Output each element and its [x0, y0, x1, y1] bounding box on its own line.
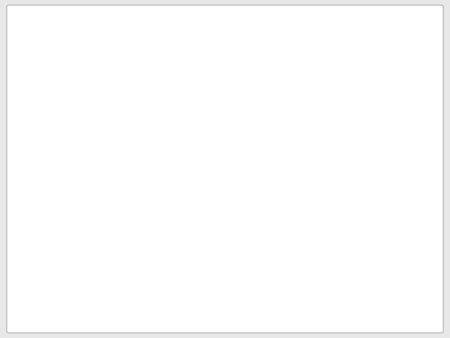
Text: Elements of language:: Elements of language:: [18, 80, 180, 93]
Text: Phonemes: smallest units of sound (gesture): Phonemes: smallest units of sound (gestu…: [18, 100, 305, 113]
Text: Generational transmission: Generational transmission: [18, 240, 187, 253]
Text: Arbitrariness: Arbitrariness: [18, 180, 100, 193]
Text: Properties of language:: Properties of language:: [18, 160, 189, 173]
Text: Language I: Structure: Language I: Structure: [117, 20, 333, 38]
Text: Morphemes: smallest units of meaning: Morphemes: smallest units of meaning: [18, 120, 268, 133]
Text: symbolic, rule-based system of: symbolic, rule-based system of: [114, 40, 318, 53]
Text: Semanticity: Semanticity: [18, 220, 94, 233]
Text: Defining language:: Defining language:: [18, 40, 156, 53]
Text: Displacement: Displacement: [18, 260, 106, 273]
Text: Generativity: Generativity: [18, 200, 97, 213]
Text: communication shared by a community: communication shared by a community: [18, 60, 272, 73]
Text: Syntax or grammar: rules of construction: Syntax or grammar: rules of construction: [18, 140, 283, 153]
